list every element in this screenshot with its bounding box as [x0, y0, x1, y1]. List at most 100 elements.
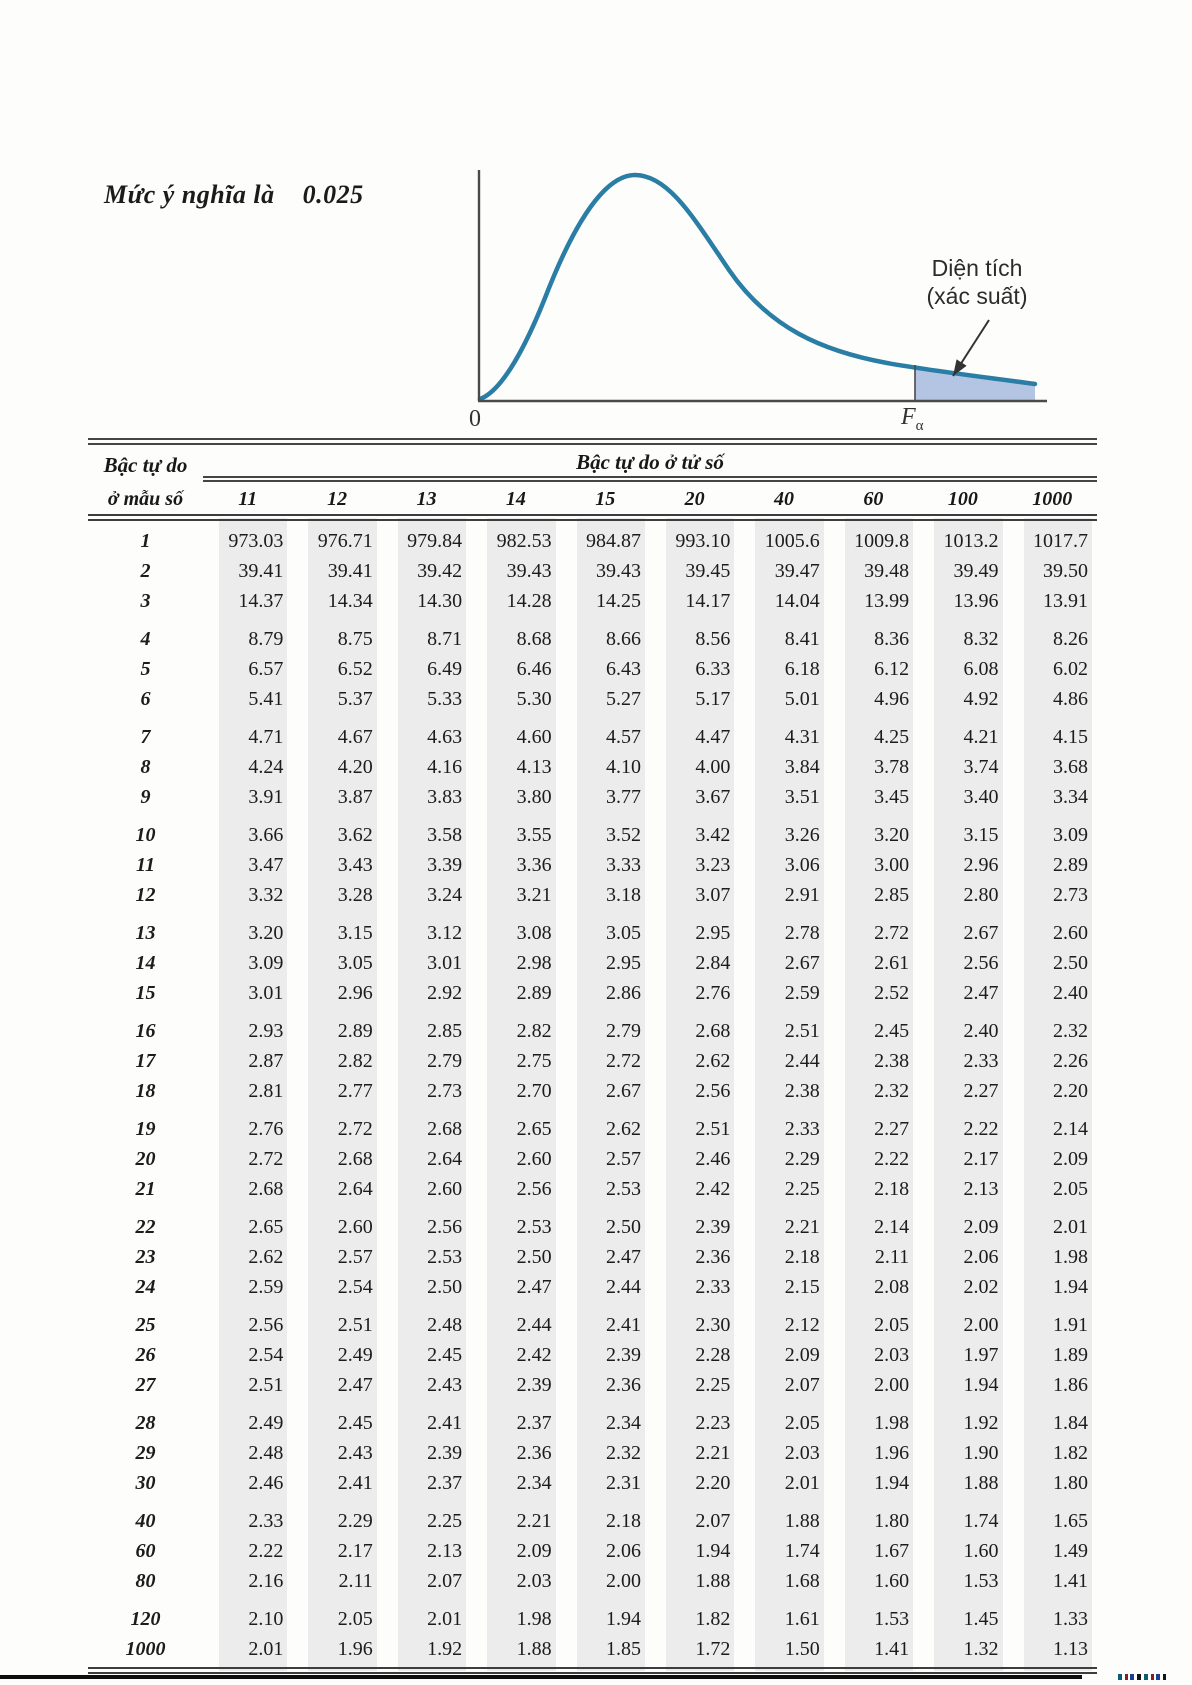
f-value-cell: 2.46	[203, 1468, 293, 1498]
f-value-cell: 39.41	[203, 556, 293, 586]
row-label: 120	[130, 1607, 161, 1630]
f-value-cell: 2.72	[828, 910, 919, 948]
f-value-cell: 2.47	[918, 978, 1008, 1008]
f-value-cell: 2.76	[649, 978, 740, 1008]
f-value-cell: 2.68	[292, 1144, 382, 1174]
table-row: 1000 2.01 1.96 1.92 1.88 1.85 1.72 1.50 1.41 1.32…	[88, 1634, 1097, 1674]
f-value-cell: 2.21	[649, 1438, 740, 1468]
f-value-cell: 2.37	[381, 1468, 472, 1498]
axis-origin-label: 0	[469, 406, 481, 432]
f-value-cell: 1.33	[1007, 1596, 1097, 1634]
f-value-cell: 1.98	[471, 1596, 561, 1634]
row-label: 4	[140, 627, 151, 650]
row-label: 18	[135, 1079, 156, 1102]
f-value-cell: 1.88	[739, 1498, 829, 1536]
f-value-cell: 2.47	[292, 1370, 382, 1400]
table-row: 11 3.47 3.43 3.39 3.36 3.33 3.23 3.06 3.00 2.96 2.…	[88, 850, 1097, 880]
row-label: 3	[140, 589, 151, 612]
f-value-cell: 3.45	[828, 782, 919, 812]
f-value-cell: 2.33	[739, 1106, 829, 1144]
f-value-cell: 2.44	[560, 1272, 650, 1302]
f-value-cell: 3.20	[828, 812, 919, 850]
f-value-cell: 14.04	[739, 586, 829, 616]
f-value-cell: 3.18	[560, 880, 650, 910]
row-header-line1: Bậc tự do	[88, 438, 203, 479]
f-value-cell: 5.17	[649, 684, 740, 714]
f-value-cell: 2.49	[292, 1340, 382, 1370]
f-value-cell: 2.33	[918, 1046, 1008, 1076]
f-value-cell: 1.98	[1007, 1242, 1097, 1272]
f-value-cell: 3.58	[381, 812, 472, 850]
critical-alpha: α	[915, 417, 924, 434]
column-header: 12	[292, 479, 382, 521]
f-value-cell: 2.43	[292, 1438, 382, 1468]
f-value-cell: 2.11	[292, 1566, 382, 1596]
f-value-cell: 5.01	[739, 684, 829, 714]
table-row: 7 4.71 4.67 4.63 4.60 4.57 4.47 4.31 4.25 4.21 4.1…	[88, 714, 1097, 752]
f-value-cell: 1.74	[739, 1536, 829, 1566]
f-value-cell: 1.82	[649, 1596, 740, 1634]
f-value-cell: 4.13	[471, 752, 561, 782]
row-label: 5	[140, 657, 151, 680]
f-value-cell: 2.56	[203, 1302, 293, 1340]
f-value-cell: 2.48	[203, 1438, 293, 1468]
f-value-cell: 3.39	[381, 850, 472, 880]
f-value-cell: 8.32	[918, 616, 1008, 654]
f-value-cell: 2.50	[381, 1272, 472, 1302]
significance-value: 0.025	[302, 180, 364, 209]
f-value-cell: 2.56	[381, 1204, 472, 1242]
f-value-cell: 2.39	[649, 1204, 740, 1242]
f-value-cell: 2.47	[471, 1272, 561, 1302]
f-value-cell: 1.82	[1007, 1438, 1097, 1468]
f-value-cell: 6.43	[560, 654, 650, 684]
f-value-cell: 1.96	[828, 1438, 919, 1468]
f-value-cell: 2.05	[739, 1400, 829, 1438]
f-value-cell: 2.02	[918, 1272, 1008, 1302]
f-value-cell: 3.42	[649, 812, 740, 850]
f-value-cell: 2.44	[471, 1302, 561, 1340]
row-label: 27	[135, 1373, 156, 1396]
row-label: 6	[140, 687, 151, 710]
f-value-cell: 2.73	[381, 1076, 472, 1106]
row-label: 10	[135, 823, 156, 846]
row-label: 14	[135, 951, 156, 974]
significance-text: Mức ý nghĩa là	[104, 180, 275, 209]
f-value-cell: 2.18	[560, 1498, 650, 1536]
f-value-cell: 2.47	[560, 1242, 650, 1272]
f-value-cell: 1.92	[918, 1400, 1008, 1438]
f-value-cell: 3.52	[560, 812, 650, 850]
f-value-cell: 2.01	[1007, 1204, 1097, 1242]
table-row: 10 3.66 3.62 3.58 3.55 3.52 3.42 3.26 3.20 3.15 3.…	[88, 812, 1097, 850]
f-value-cell: 2.51	[739, 1008, 829, 1046]
f-value-cell: 2.59	[739, 978, 829, 1008]
f-value-cell: 2.53	[471, 1204, 561, 1242]
critical-f: F	[901, 404, 916, 430]
f-value-cell: 2.53	[381, 1242, 472, 1272]
f-value-cell: 3.77	[560, 782, 650, 812]
f-value-cell: 2.22	[918, 1106, 1008, 1144]
f-value-cell: 2.01	[203, 1634, 293, 1674]
f-value-cell: 1.98	[828, 1400, 919, 1438]
f-value-cell: 2.09	[739, 1340, 829, 1370]
f-value-cell: 2.64	[381, 1144, 472, 1174]
f-value-cell: 2.27	[918, 1076, 1008, 1106]
f-value-cell: 8.75	[292, 616, 382, 654]
f-value-cell: 1.65	[1007, 1498, 1097, 1536]
f-value-cell: 2.89	[1007, 850, 1097, 880]
row-label: 1000	[88, 1634, 203, 1674]
table-row: 20 2.72 2.68 2.64 2.60 2.57 2.46 2.29 2.22 2.17 2.…	[88, 1144, 1097, 1174]
f-value-cell: 3.00	[828, 850, 919, 880]
column-header: 11	[203, 479, 293, 521]
f-value-cell: 2.38	[828, 1046, 919, 1076]
f-value-cell: 8.26	[1007, 616, 1097, 654]
f-value-cell: 4.16	[381, 752, 472, 782]
f-value-cell: 2.30	[649, 1302, 740, 1340]
f-value-cell: 3.68	[1007, 752, 1097, 782]
f-value-cell: 8.79	[203, 616, 293, 654]
f-value-cell: 2.01	[381, 1596, 472, 1634]
f-value-cell: 3.67	[649, 782, 740, 812]
f-value-cell: 4.57	[560, 714, 650, 752]
f-value-cell: 1.94	[1007, 1272, 1097, 1302]
f-value-cell: 1.41	[1007, 1566, 1097, 1596]
